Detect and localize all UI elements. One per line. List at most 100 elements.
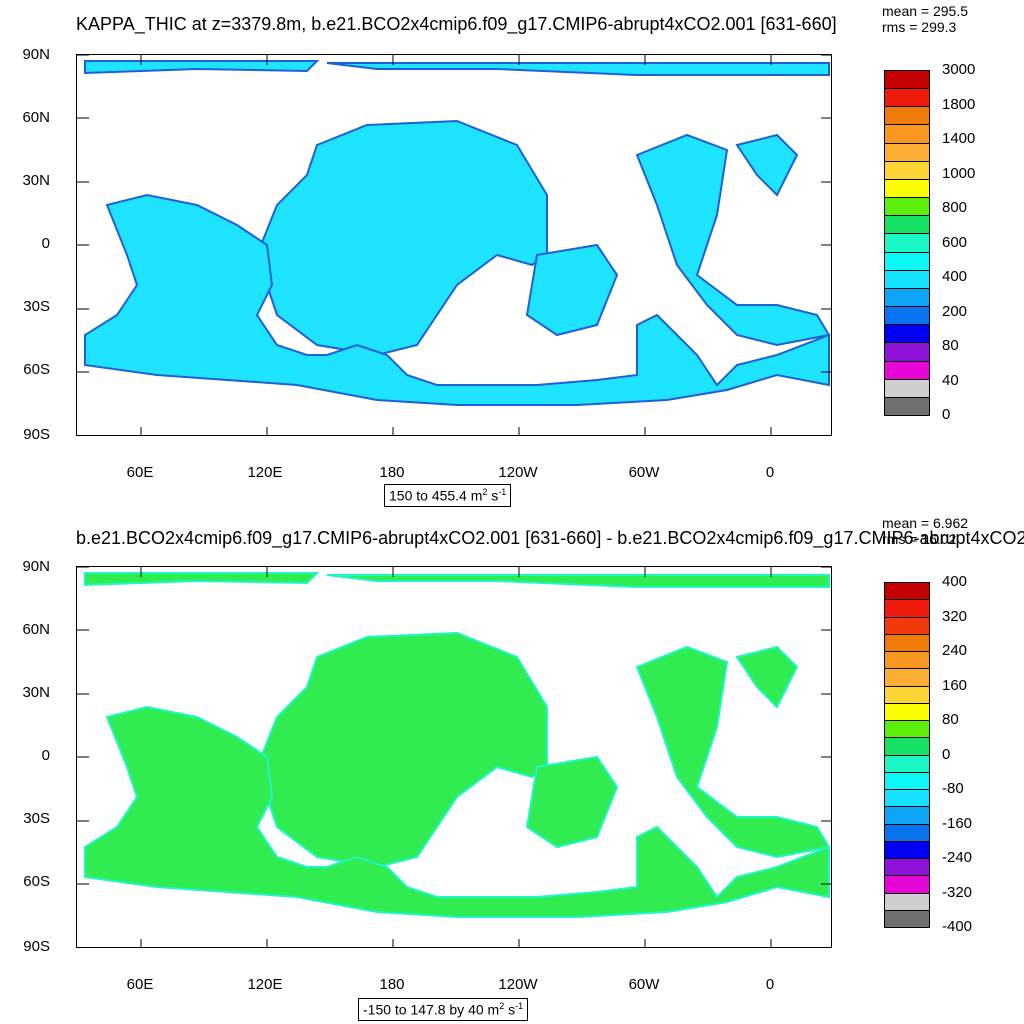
colorbar-swatch (884, 342, 930, 362)
y-tick-label: 60N (22, 621, 50, 638)
colorbar-label: 160 (942, 676, 968, 694)
colorbar-swatch (884, 378, 930, 398)
colorbar-swatch (884, 88, 930, 108)
range-text: -150 to 147.8 by 40 m (363, 1001, 500, 1018)
colorbar-label: 1400 (942, 130, 976, 147)
mean-stat: mean = 295.5 (882, 3, 969, 19)
rms-stat: rms = 299.3 (882, 19, 957, 35)
colorbar-swatch (884, 70, 930, 90)
colorbar-label: -80 (942, 780, 964, 797)
colorbar-label: 0 (942, 745, 951, 763)
y-tick-label: 60N (22, 109, 50, 126)
colorbar-label: 3000 (942, 61, 976, 78)
y-tick-label: 30N (22, 684, 50, 701)
ocean-region (525, 755, 619, 849)
y-tick-label: 30N (22, 172, 50, 189)
colorbar-label: -160 (942, 814, 973, 832)
colorbar-label: 600 (942, 233, 968, 251)
x-tick-label: 60E (126, 976, 154, 993)
colorbar-swatch (884, 197, 930, 217)
plot-title: KAPPA_THIC at z=3379.8m, b.e21.BCO2x4cmi… (76, 14, 837, 34)
colorbar-swatch (884, 909, 930, 928)
colorbar-label: 80 (942, 337, 959, 354)
colorbar-swatch (884, 789, 930, 808)
x-tick-label: 60E (126, 464, 154, 481)
ocean-region (735, 645, 799, 709)
map-panel-kappa-thic: KAPPA_THIC at z=3379.8m, b.e21.BCO2x4cmi… (22, 3, 976, 507)
unit-s: s (504, 1001, 516, 1018)
x-tick-label: 120E (247, 976, 283, 993)
ocean-region (525, 243, 619, 337)
y-tick-label: 30S (23, 810, 50, 827)
colorbar-swatch (884, 651, 930, 670)
y-tick-label: 60S (23, 873, 50, 890)
colorbar-label: -400 (942, 918, 973, 935)
colorbar-label: -240 (942, 849, 973, 866)
colorbar-swatch (884, 142, 930, 162)
colorbar-label: 400 (942, 573, 968, 590)
ocean-region (735, 133, 799, 197)
x-tick-label: 0 (765, 464, 775, 481)
colorbar-swatch (884, 160, 930, 180)
colorbar-swatch (884, 737, 930, 756)
colorbar-swatch (884, 702, 930, 721)
colorbar-label: 1000 (942, 164, 976, 182)
y-tick-label: 90S (23, 938, 50, 955)
unit-sup: -1 (515, 1001, 524, 1011)
y-tick-label: 90S (23, 426, 50, 443)
colorbar-label: 40 (942, 371, 959, 389)
colorbar-swatch (884, 823, 930, 842)
colorbar-label: 1800 (942, 95, 976, 113)
ocean-region (84, 705, 830, 918)
ocean-region (326, 574, 830, 588)
map-field (77, 55, 831, 435)
colorbar-label: 80 (942, 711, 959, 728)
colorbar-swatch (884, 633, 930, 652)
colorbar-label: 240 (942, 642, 968, 659)
x-tick-label: 120W (498, 464, 538, 481)
ocean-region (255, 119, 548, 357)
range-text: 150 to 455.4 m (389, 487, 483, 504)
colorbar-swatch (884, 251, 930, 271)
map-panel-difference: b.e21.BCO2x4cmip6.f09_g17.CMIP6-abrupt4x… (0, 512, 1024, 1024)
map-plot-area (76, 566, 832, 948)
unit-s: s (487, 487, 499, 504)
y-tick-label: 30S (23, 298, 50, 315)
colorbar-label: -320 (942, 883, 973, 901)
range-caption: -150 to 147.8 by 40 m2 s-1 (358, 998, 529, 1021)
x-tick-label: 0 (765, 976, 775, 993)
ocean-region (255, 631, 548, 869)
mean-stat: mean = 6.962 (882, 515, 969, 531)
colorbar-label: 400 (942, 268, 968, 285)
ocean-region (326, 62, 830, 76)
colorbar-swatch (884, 106, 930, 126)
colorbar-swatch (884, 215, 930, 235)
colorbar-swatch (884, 599, 930, 618)
map-plot-area (76, 54, 832, 436)
colorbar-swatch (884, 396, 930, 416)
range-caption: 150 to 455.4 m2 s-1 (384, 484, 512, 507)
ocean-region (635, 133, 831, 347)
x-tick-label: 60W (628, 464, 660, 481)
colorbar-label: 800 (942, 199, 968, 216)
colorbar-swatch (884, 360, 930, 380)
rms-stat: rms = 16.02 (882, 531, 957, 547)
colorbar-swatch (884, 269, 930, 289)
x-tick-label: 180 (379, 976, 405, 993)
unit-sup: -1 (498, 487, 507, 497)
colorbar-swatch (884, 858, 930, 877)
colorbar-swatch (884, 233, 930, 253)
map-field (77, 567, 831, 947)
y-tick-label: 90N (22, 46, 50, 63)
unit-sup: 2 (499, 1001, 505, 1011)
x-tick-label: 120W (498, 976, 538, 993)
plot-title: b.e21.BCO2x4cmip6.f09_g17.CMIP6-abrupt4x… (76, 528, 1024, 548)
colorbar-swatch (884, 754, 930, 773)
x-tick-label: 60W (628, 976, 660, 993)
ocean-region (84, 60, 320, 75)
colorbar-swatch (884, 616, 930, 635)
colorbar-label: 200 (942, 302, 968, 320)
colorbar-swatch (884, 806, 930, 825)
y-tick-label: 90N (22, 558, 50, 575)
colorbar-swatch (884, 720, 930, 739)
